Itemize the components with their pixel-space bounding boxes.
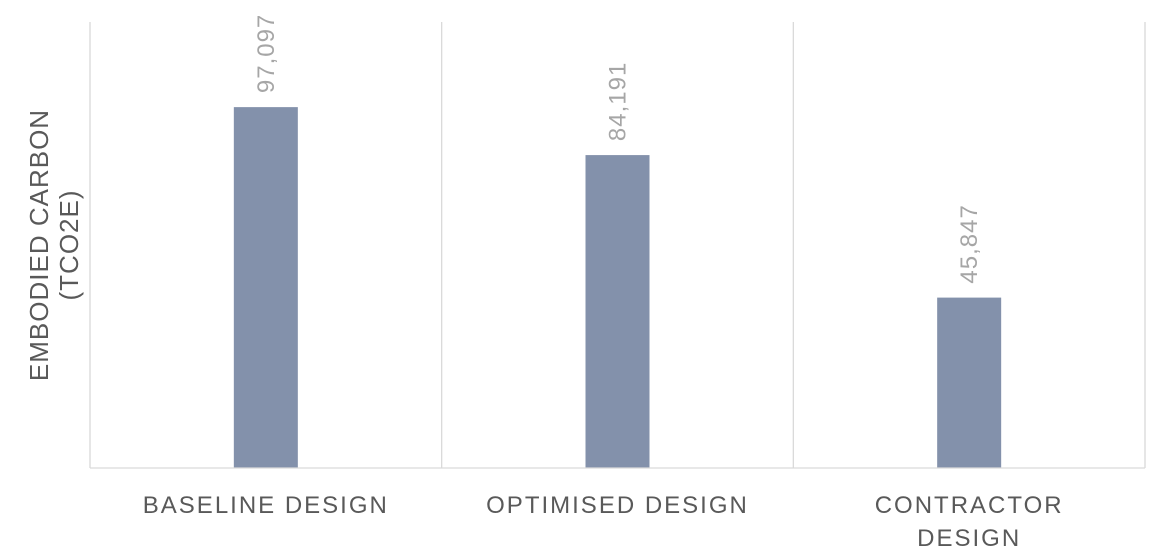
vertical-gridlines — [89, 22, 1146, 468]
x-tick-label-0: BASELINE DESIGN — [143, 492, 389, 519]
x-tick-labels: BASELINE DESIGN OPTIMISED DESIGN CONTRACTO… — [143, 492, 1064, 550]
data-label-2: 45,847 — [956, 204, 983, 283]
y-axis-title-text: EMBODIED CARBON(TCO2E) — [24, 109, 84, 381]
data-label-1: 84,191 — [605, 62, 632, 141]
data-label-0: 97,097 — [253, 14, 280, 93]
bars — [233, 107, 1002, 469]
bar-0 — [233, 107, 298, 469]
x-tick-label-1: OPTIMISED DESIGN — [486, 492, 749, 519]
y-axis-title: EMBODIED CARBON(TCO2E) — [24, 109, 84, 381]
bar-1 — [585, 155, 650, 468]
data-labels: 97,097 84,191 45,847 — [253, 14, 983, 284]
bar-2 — [937, 297, 1002, 468]
x-tick-label-2: CONTRACTOR DESIGN — [875, 492, 1064, 550]
